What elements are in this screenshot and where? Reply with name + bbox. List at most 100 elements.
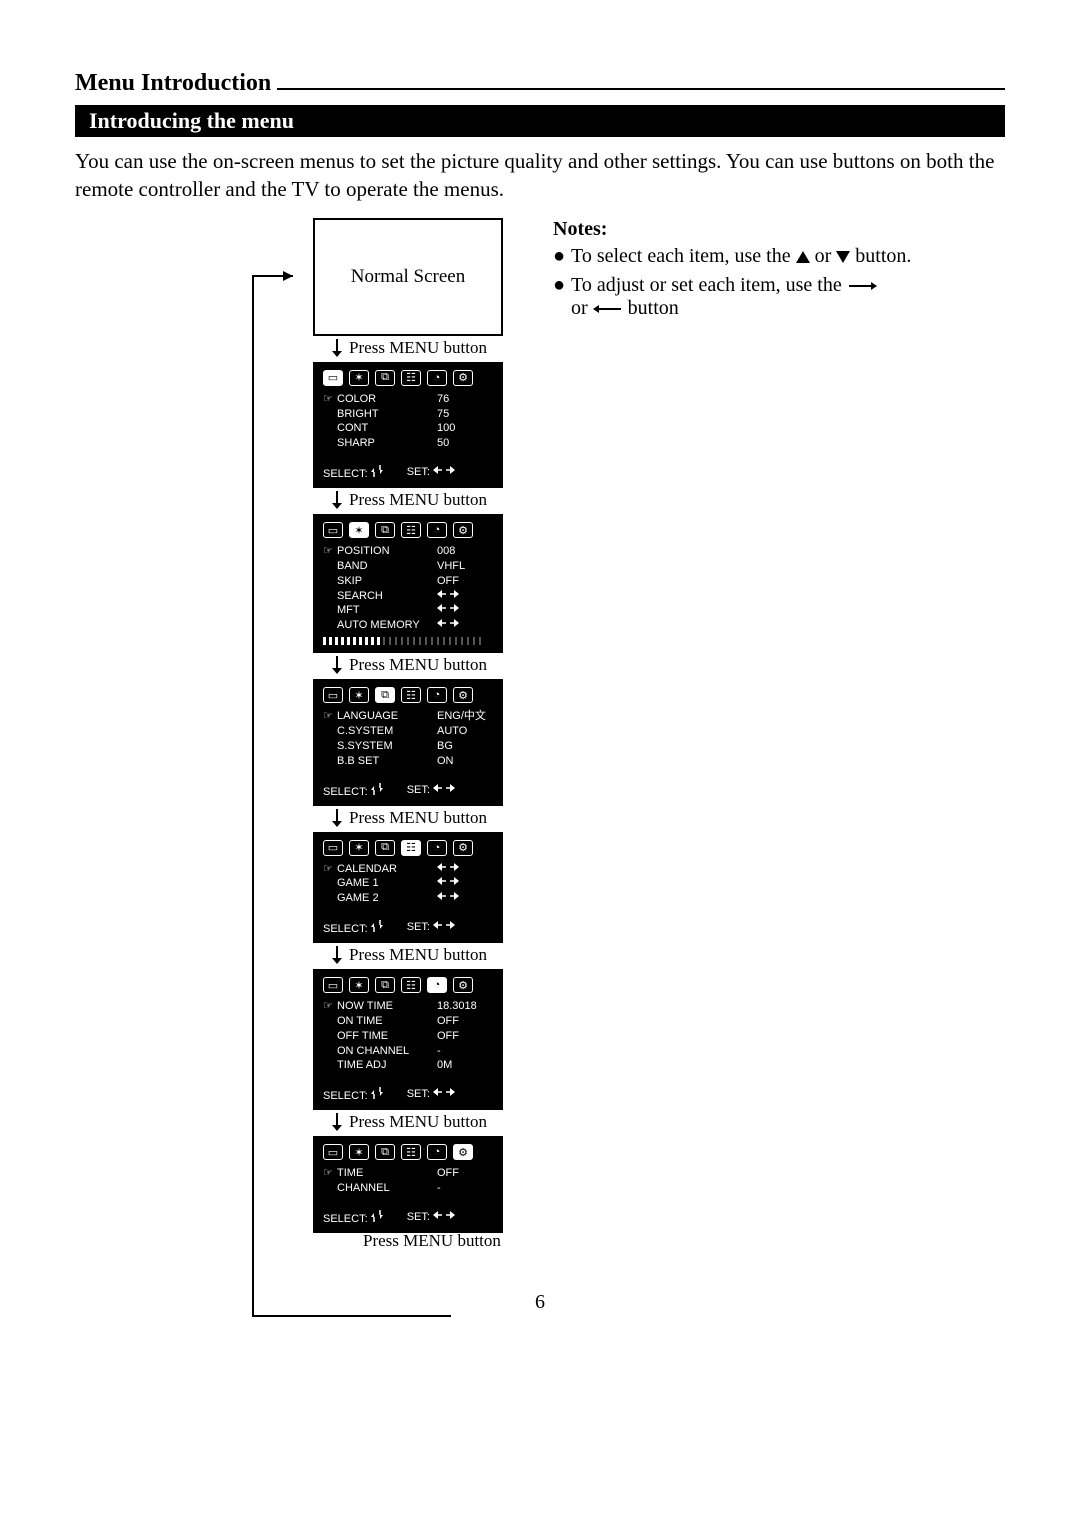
menu-tab-icon: ▭ [323,370,343,386]
menu-row: BANDVHFL [323,559,493,574]
press-menu-caption: Press MENU button [293,1110,525,1136]
menu-tab-icon: ◔ [427,522,447,538]
menu-item-value: 100 [437,421,493,436]
menu-tab-icon: ◔ [427,687,447,703]
menu-flow-column: Normal Screen Press MENU button▭✶⧉☷◔⚙☞CO… [293,218,525,1251]
pointer-icon [323,891,337,906]
down-arrow-icon [331,339,343,357]
press-menu-caption: Press MENU button [293,943,525,969]
down-arrow-icon [331,1113,343,1131]
menu-row: ☞NOW TIME18.3018 [323,999,493,1014]
press-menu-caption: Press MENU button [293,653,525,679]
menu-tab-icon: ⧉ [375,840,395,856]
menu-item-value [437,862,493,877]
menu-tab-icon: ⧉ [375,522,395,538]
osd-menu-panel: ▭✶⧉☷◔⚙☞LANGUAGEENG/中文C.SYSTEMAUTOS.SYSTE… [313,679,503,805]
menu-row: SHARP50 [323,436,493,451]
menu-item-label: OFF TIME [337,1029,437,1044]
menu-item-label: ON CHANNEL [337,1044,437,1059]
menu-footer: SELECT: SET: [323,920,493,935]
menu-footer: SELECT: SET: [323,783,493,798]
note-text: To select each item, use the or button. [571,245,911,268]
menu-item-label: NOW TIME [337,999,437,1014]
menu-row: BRIGHT75 [323,407,493,422]
menu-tab-icon: ▭ [323,977,343,993]
menu-item-value: 50 [437,436,493,451]
set-hint: SET: [407,465,455,480]
bullet-icon: ● [553,274,571,320]
page-number: 6 [75,1291,1005,1314]
menu-item-value: 008 [437,544,493,559]
menu-tab-icon: ▭ [323,687,343,703]
menu-item-value: OFF [437,1166,493,1181]
menu-item-label: C.SYSTEM [337,724,437,739]
menu-item-label: CONT [337,421,437,436]
menu-row: CONT100 [323,421,493,436]
menu-tab-icon: ✶ [349,522,369,538]
menu-item-label: BRIGHT [337,407,437,422]
down-arrow-icon [836,251,850,263]
menu-footer: SELECT: SET: [323,1087,493,1102]
menu-item-value: 0M [437,1058,493,1073]
tuning-progress-bar [323,637,483,645]
menu-tab-icon: ☷ [401,1144,421,1160]
menu-item-label: TIME [337,1166,437,1181]
menu-item-value: ON [437,754,493,769]
page-title: Menu Introduction [75,70,1005,97]
pointer-icon [323,407,337,422]
menu-item-value: OFF [437,1014,493,1029]
select-hint: SELECT: [323,783,383,798]
menu-item-label: ON TIME [337,1014,437,1029]
menu-item-value: VHFL [437,559,493,574]
menu-item-label: COLOR [337,392,437,407]
menu-tab-icon: ⚙ [453,687,473,703]
menu-row: ☞LANGUAGEENG/中文 [323,709,493,724]
menu-item-label: SKIP [337,574,437,589]
menu-row: C.SYSTEMAUTO [323,724,493,739]
pointer-icon [323,1014,337,1029]
menu-tab-icons: ▭✶⧉☷◔⚙ [323,687,493,703]
menu-tab-icon: ✶ [349,977,369,993]
title-rule [277,88,1005,90]
menu-tab-icon: ⧉ [375,1144,395,1160]
menu-row: ON TIMEOFF [323,1014,493,1029]
menu-tab-icon: ▭ [323,522,343,538]
menu-tab-icon: ⧉ [375,687,395,703]
osd-menu-panel: ▭✶⧉☷◔⚙☞POSITION008BANDVHFLSKIPOFFSEARCHM… [313,514,503,653]
select-hint: SELECT: [323,465,383,480]
menu-item-value [437,891,493,906]
menu-tab-icons: ▭✶⧉☷◔⚙ [323,522,493,538]
menu-row: ☞TIMEOFF [323,1166,493,1181]
section-heading: Introducing the menu [75,105,1005,137]
menu-row: B.B SETON [323,754,493,769]
press-menu-caption: Press MENU button [293,806,525,832]
menu-item-value: ENG/中文 [437,709,493,724]
menu-item-value: BG [437,739,493,754]
menu-item-label: CALENDAR [337,862,437,877]
notes-column: Notes: ● To select each item, use the or… [553,218,913,326]
pointer-icon [323,724,337,739]
menu-item-value: 76 [437,392,493,407]
menu-item-value [437,876,493,891]
normal-screen-box: Normal Screen [313,218,503,336]
menu-tab-icon: ⧉ [375,977,395,993]
normal-screen-label: Normal Screen [351,266,465,288]
select-hint: SELECT: [323,1210,383,1225]
menu-tab-icons: ▭✶⧉☷◔⚙ [323,977,493,993]
intro-paragraph: You can use the on-screen menus to set t… [75,147,1005,204]
menu-item-value [437,589,493,604]
pointer-icon [323,739,337,754]
press-menu-caption: Press MENU button [293,336,525,362]
down-arrow-icon [331,491,343,509]
pointer-icon [323,421,337,436]
pointer-icon [323,618,337,633]
set-hint: SET: [407,783,455,798]
menu-item-label: AUTO MEMORY [337,618,437,633]
menu-item-label: POSITION [337,544,437,559]
pointer-icon [323,436,337,451]
menu-tab-icons: ▭✶⧉☷◔⚙ [323,1144,493,1160]
menu-item-label: MFT [337,603,437,618]
pointer-icon [323,1181,337,1196]
note-item: ● To adjust or set each item, use the or… [553,274,913,320]
menu-row: TIME ADJ0M [323,1058,493,1073]
